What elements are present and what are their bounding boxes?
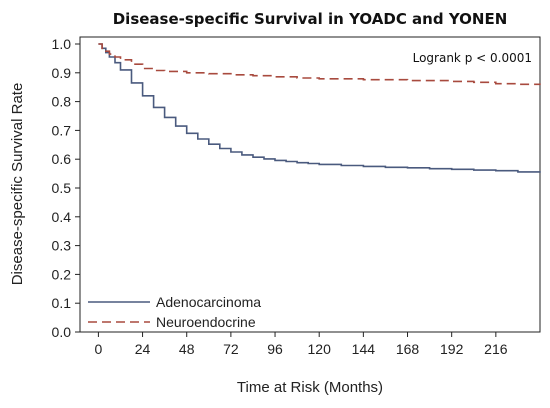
y-tick-label: 0.2 [52, 266, 72, 282]
y-tick-label: 0.1 [52, 295, 72, 311]
x-tick-label: 96 [267, 341, 283, 357]
y-tick-label: 0.9 [52, 65, 72, 81]
x-tick-label: 192 [440, 341, 464, 357]
legend: Adenocarcinoma Neuroendocrine [88, 294, 261, 330]
y-axis: 0.0 0.1 0.2 0.3 0.4 0.5 0.6 0.7 0.8 0.9 1.0 [52, 36, 80, 340]
y-tick-label: 0.0 [52, 324, 72, 340]
x-tick-label: 168 [396, 341, 420, 357]
logrank-annotation: Logrank p < 0.0001 [413, 51, 532, 65]
x-tick-label: 24 [135, 341, 151, 357]
y-tick-label: 0.8 [52, 94, 72, 110]
x-tick-label: 0 [95, 341, 103, 357]
x-tick-label: 144 [352, 341, 376, 357]
legend-label: Adenocarcinoma [156, 294, 261, 310]
chart-title: Disease-specific Survival in YOADC and Y… [113, 10, 508, 28]
x-tick-label: 48 [179, 341, 195, 357]
y-tick-label: 0.6 [52, 151, 72, 167]
y-tick-label: 0.3 [52, 238, 72, 254]
legend-label: Neuroendocrine [156, 314, 256, 330]
plot-frame [79, 36, 541, 333]
x-axis-label: Time at Risk (Months) [237, 379, 383, 396]
y-tick-label: 1.0 [52, 36, 72, 52]
y-tick-label: 0.5 [52, 180, 72, 196]
series-line-adenocarcinoma [98, 43, 541, 173]
x-tick-label: 72 [223, 341, 239, 357]
x-tick-label: 120 [308, 341, 332, 357]
y-tick-label: 0.7 [52, 122, 72, 138]
series-line-neuroendocrine [98, 43, 541, 86]
y-tick-label: 0.4 [52, 209, 72, 225]
y-axis-label: Disease-specific Survival Rate [9, 83, 26, 286]
series-layer [98, 43, 541, 173]
x-tick-label: 216 [484, 341, 508, 357]
x-axis: 0 24 48 72 96 120 144 168 192 216 [95, 332, 508, 357]
